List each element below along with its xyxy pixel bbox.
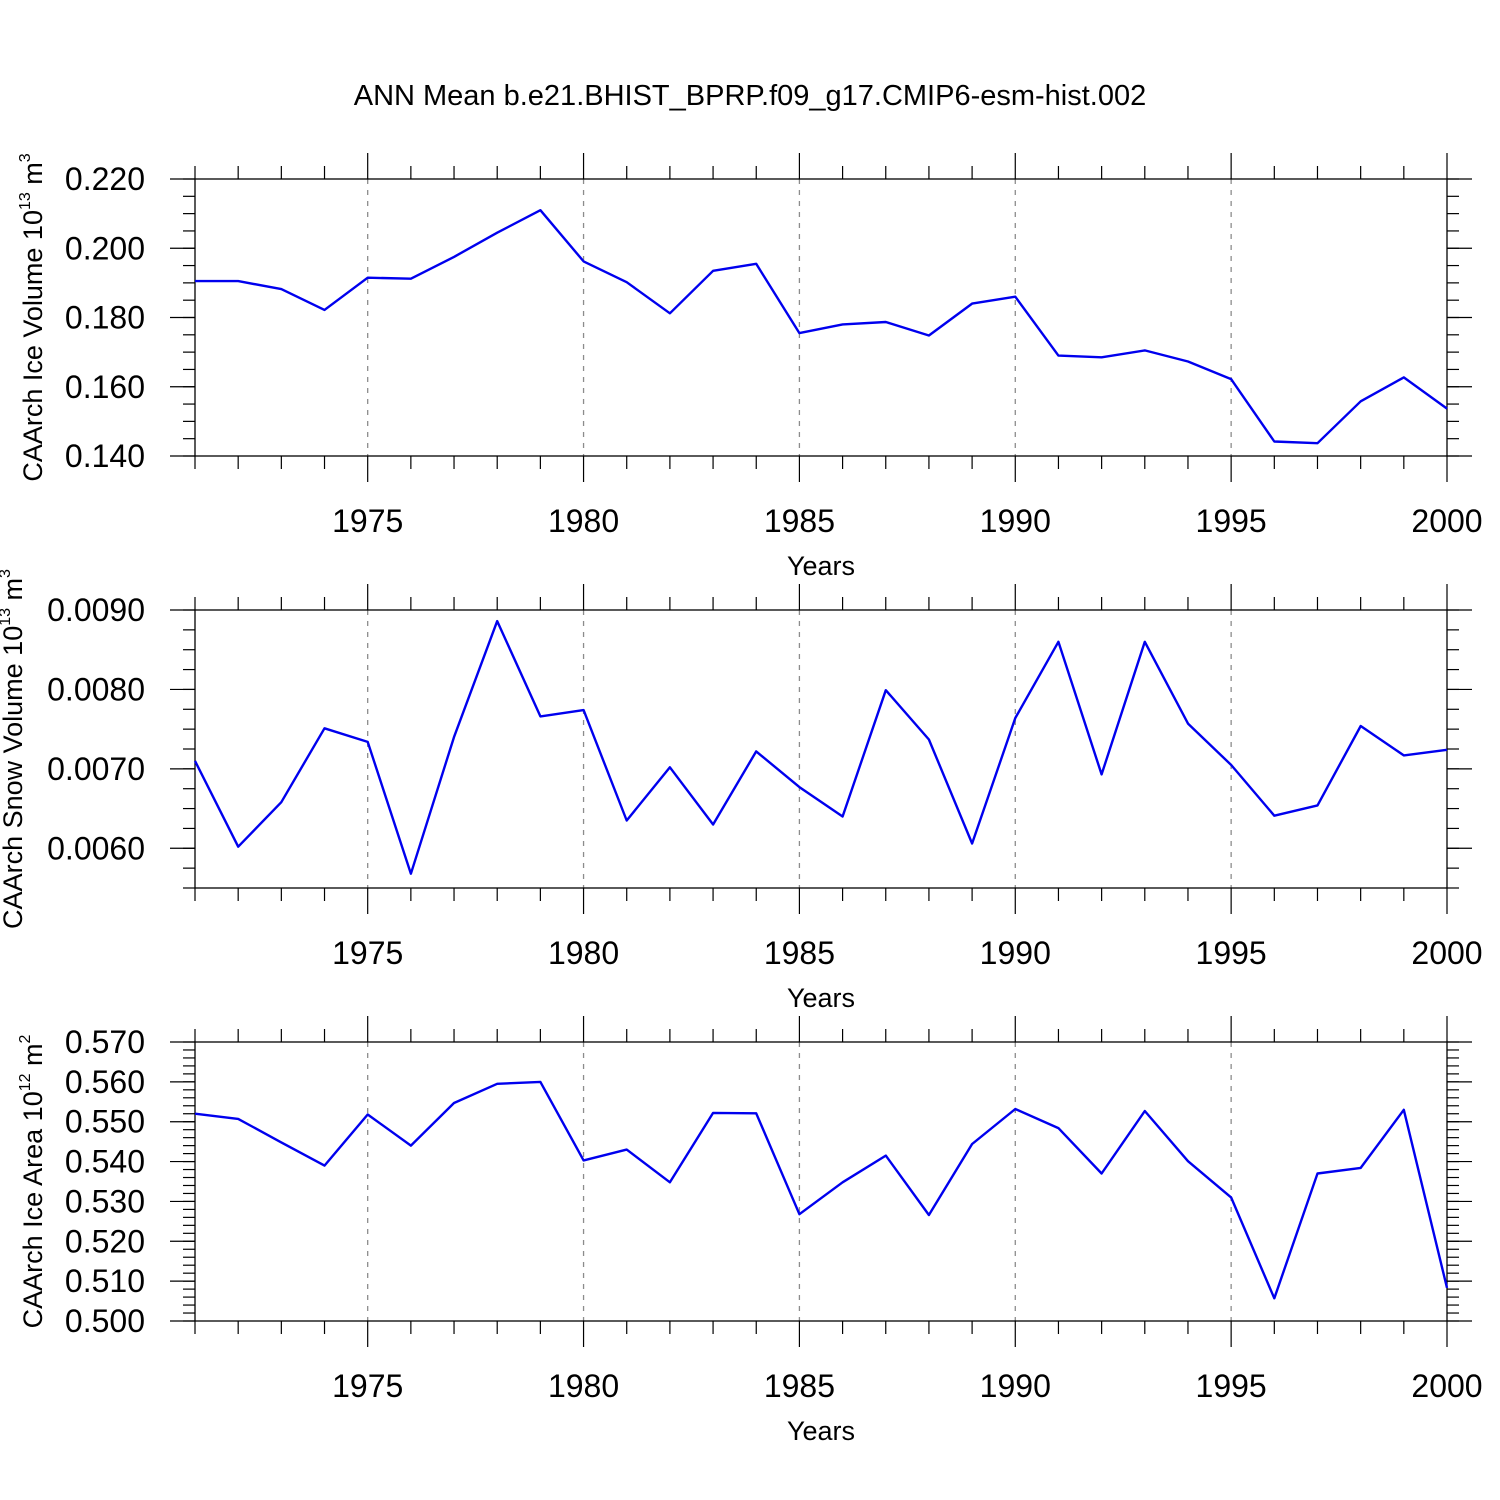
ice-area-ytick-label: 0.500 [65,1303,145,1339]
ice-volume-xtick-label: 1985 [764,503,835,539]
ice-area-ytick-label: 0.530 [65,1183,145,1219]
panel-ice-volume: 0.140 0.160 0.180 0.200 0.220 1975 1980 1985 199… [17,153,1483,581]
ice-area-ytick-label: 0.570 [65,1024,145,1060]
ice-area-xtick-label: 1990 [980,1368,1051,1404]
ice-area-ylabel: CAArch Ice Area 1012 m2 [17,1034,48,1328]
ice-area-series-line [194,1080,1449,1300]
figure-title: ANN Mean b.e21.BHIST_BPRP.f09_g17.CMIP6-… [354,80,1147,112]
ice-area-xlabel: Years [787,1416,855,1446]
ice-area-ytick-label: 0.510 [65,1263,145,1299]
ice-area-frame [194,1041,1448,1322]
ice-volume-xtick-label: 1980 [548,503,619,539]
ice-volume-ytick-label: 0.180 [65,300,145,336]
snow-volume-ytick-label: 0.0080 [47,671,145,707]
ice-area-xtick-label: 1995 [1196,1368,1267,1404]
ice-volume-ytick-label: 0.200 [65,230,145,266]
snow-volume-frame [194,609,1448,889]
ice-area-xtick-label: 1985 [764,1368,835,1404]
panel-snow-volume: 0.0060 0.0070 0.0080 0.0090 1975 1980 1985 1990… [0,569,1483,1013]
snow-volume-series-line [193,619,1448,875]
ice-area-ytick-label: 0.560 [65,1064,145,1100]
ice-area-ytick-label: 0.550 [65,1104,145,1140]
ice-volume-series-line [195,208,1448,445]
snow-volume-xtick-label: 1975 [332,935,403,971]
ice-area-xtick-label: 2000 [1411,1368,1482,1404]
snow-volume-xlabel: Years [787,983,855,1013]
ice-volume-ytick-label: 0.220 [65,161,145,197]
snow-volume-ylabel: CAArch Snow Volume 1013 m3 [0,569,28,929]
snow-volume-ytick-label: 0.0060 [47,830,145,866]
snow-volume-xtick-label: 1985 [764,935,835,971]
ice-volume-ytick-label: 0.140 [65,438,145,474]
snow-volume-xtick-label: 1980 [548,935,619,971]
ice-volume-frame [194,178,1448,457]
ice-volume-xtick-label: 2000 [1411,503,1482,539]
ice-area-xtick-label: 1980 [548,1368,619,1404]
snow-volume-ytick-label: 0.0070 [47,751,145,787]
ice-volume-xtick-label: 1995 [1196,503,1267,539]
ice-area-ytick-label: 0.540 [65,1144,145,1180]
snow-volume-xtick-label: 1995 [1196,935,1267,971]
ice-volume-xtick-label: 1990 [980,503,1051,539]
ice-volume-ylabel: CAArch Ice Volume 1013 m3 [17,153,48,481]
ice-volume-xtick-label: 1975 [332,503,403,539]
snow-volume-xtick-label: 2000 [1411,935,1482,971]
ice-volume-ytick-label: 0.160 [65,369,145,405]
snow-volume-xtick-label: 1990 [980,935,1051,971]
ice-volume-xlabel: Years [787,551,855,581]
ice-area-ytick-label: 0.520 [65,1223,145,1259]
ice-area-xtick-label: 1975 [332,1368,403,1404]
snow-volume-ytick-label: 0.0090 [47,592,145,628]
